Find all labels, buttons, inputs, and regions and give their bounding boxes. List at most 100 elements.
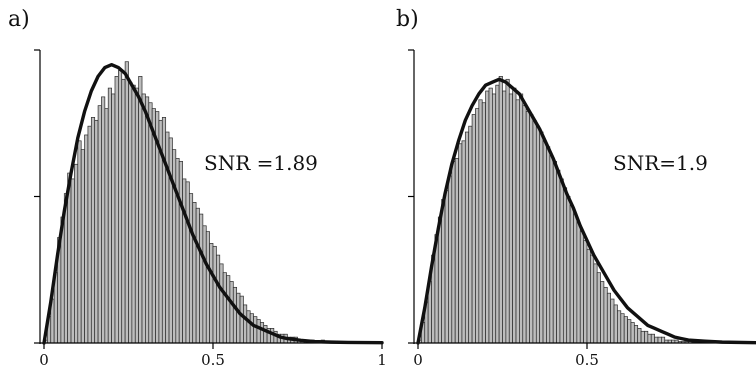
histogram-bar — [168, 137, 173, 344]
histogram-bar — [522, 105, 527, 344]
histogram-bar — [128, 81, 133, 344]
histogram-bar — [505, 78, 510, 344]
histogram-bar — [441, 199, 446, 344]
histogram-bar — [637, 328, 642, 344]
histogram-bar — [559, 178, 564, 344]
histogram-bar — [141, 93, 146, 344]
histogram-bar — [661, 336, 666, 344]
histogram-bar — [603, 286, 608, 344]
histogram-bar — [131, 84, 136, 344]
histogram-bar — [606, 292, 612, 344]
histogram-bar — [454, 158, 459, 344]
histogram-bar — [566, 196, 571, 344]
histogram-bar — [502, 90, 507, 344]
histogram-bar — [613, 304, 618, 344]
histogram-bar — [74, 163, 79, 344]
histogram-bar — [549, 155, 554, 344]
histogram-bar — [515, 99, 520, 344]
histogram-bar — [236, 292, 241, 344]
histogram-bar — [492, 93, 497, 344]
histogram-bar — [464, 131, 470, 344]
histogram-bar — [175, 158, 180, 344]
histogram-bar — [84, 134, 89, 344]
histogram-bar — [259, 322, 265, 344]
histogram-bar — [495, 84, 500, 344]
histogram-bar — [138, 76, 143, 344]
histogram-bar — [485, 90, 490, 344]
histogram-bar — [542, 140, 547, 344]
histogram-bar — [77, 140, 82, 344]
histogram-bar — [124, 61, 129, 344]
histogram-bar — [151, 108, 156, 344]
histogram-bar — [532, 119, 537, 344]
histogram-bar — [94, 119, 99, 344]
histogram-bar — [145, 96, 150, 344]
histogram-bar — [118, 70, 123, 344]
histogram-bar — [114, 76, 119, 344]
histogram-bar — [253, 316, 258, 344]
histogram-bar — [212, 245, 217, 344]
histogram-bar — [617, 310, 622, 344]
histogram-bar — [539, 131, 544, 344]
histogram-bar — [216, 254, 221, 344]
panel-a: a) 0 0.5 1 SNR =1.89 — [8, 7, 387, 368]
histogram-bar — [475, 108, 480, 344]
histogram-bar — [576, 222, 581, 344]
histogram-bar — [199, 213, 204, 344]
histogram-bar — [556, 169, 561, 344]
histogram-bar — [529, 114, 534, 344]
histogram-bar — [134, 87, 139, 344]
histogram-bar — [478, 99, 483, 344]
histogram-bar — [246, 310, 251, 344]
histogram-bar — [650, 333, 655, 344]
histogram-bar — [182, 178, 187, 344]
panel-b: b) 0 0.5 SNR=1.9 — [396, 7, 756, 368]
histogram-bar — [569, 204, 574, 344]
histogram-bar — [195, 207, 200, 344]
histogram-bar — [579, 231, 584, 344]
histogram-bar — [519, 93, 524, 344]
histogram-bar — [623, 316, 628, 344]
snr-annotation: SNR=1.9 — [613, 151, 708, 175]
histogram-bar — [243, 304, 248, 344]
histogram-bar — [239, 295, 244, 344]
x-tick-label: 0 — [39, 351, 49, 368]
histogram-bar — [488, 87, 493, 344]
histogram-bar — [468, 125, 473, 344]
histogram-bar — [263, 325, 268, 344]
histogram-bar — [80, 149, 85, 344]
histogram-bar — [161, 117, 167, 344]
histogram-bar — [610, 298, 615, 344]
histogram-bar — [627, 319, 632, 344]
histogram-bar — [546, 146, 551, 344]
histogram-bar — [630, 322, 635, 344]
histogram-bar — [444, 190, 449, 344]
histogram-bar — [97, 105, 102, 344]
histogram-bar — [600, 281, 605, 344]
histogram-bar — [512, 87, 517, 344]
histogram-bar — [590, 254, 595, 344]
histogram-bar — [101, 96, 106, 344]
histogram-bar — [256, 319, 261, 344]
histogram-bar — [70, 178, 75, 344]
x-tick-label: 0.5 — [201, 351, 225, 368]
histogram-bar — [535, 125, 541, 344]
histogram-bar — [209, 243, 214, 344]
fit-curve — [416, 77, 756, 345]
histogram-bar — [111, 93, 116, 344]
histogram-bar — [229, 281, 234, 344]
histogram-bar — [202, 225, 207, 344]
histogram-bar — [525, 111, 530, 344]
fit-curve — [42, 62, 384, 345]
histogram-bar — [458, 143, 463, 344]
histogram-bar — [573, 213, 578, 344]
histogram-bar — [249, 313, 254, 344]
histogram-bar — [192, 202, 197, 344]
histogram-bar — [620, 313, 625, 344]
histogram-bar — [148, 102, 153, 344]
panel-label: b) — [396, 7, 419, 32]
histogram-bar — [222, 272, 227, 344]
histogram-bar — [586, 248, 591, 344]
histogram-bar — [232, 286, 238, 344]
